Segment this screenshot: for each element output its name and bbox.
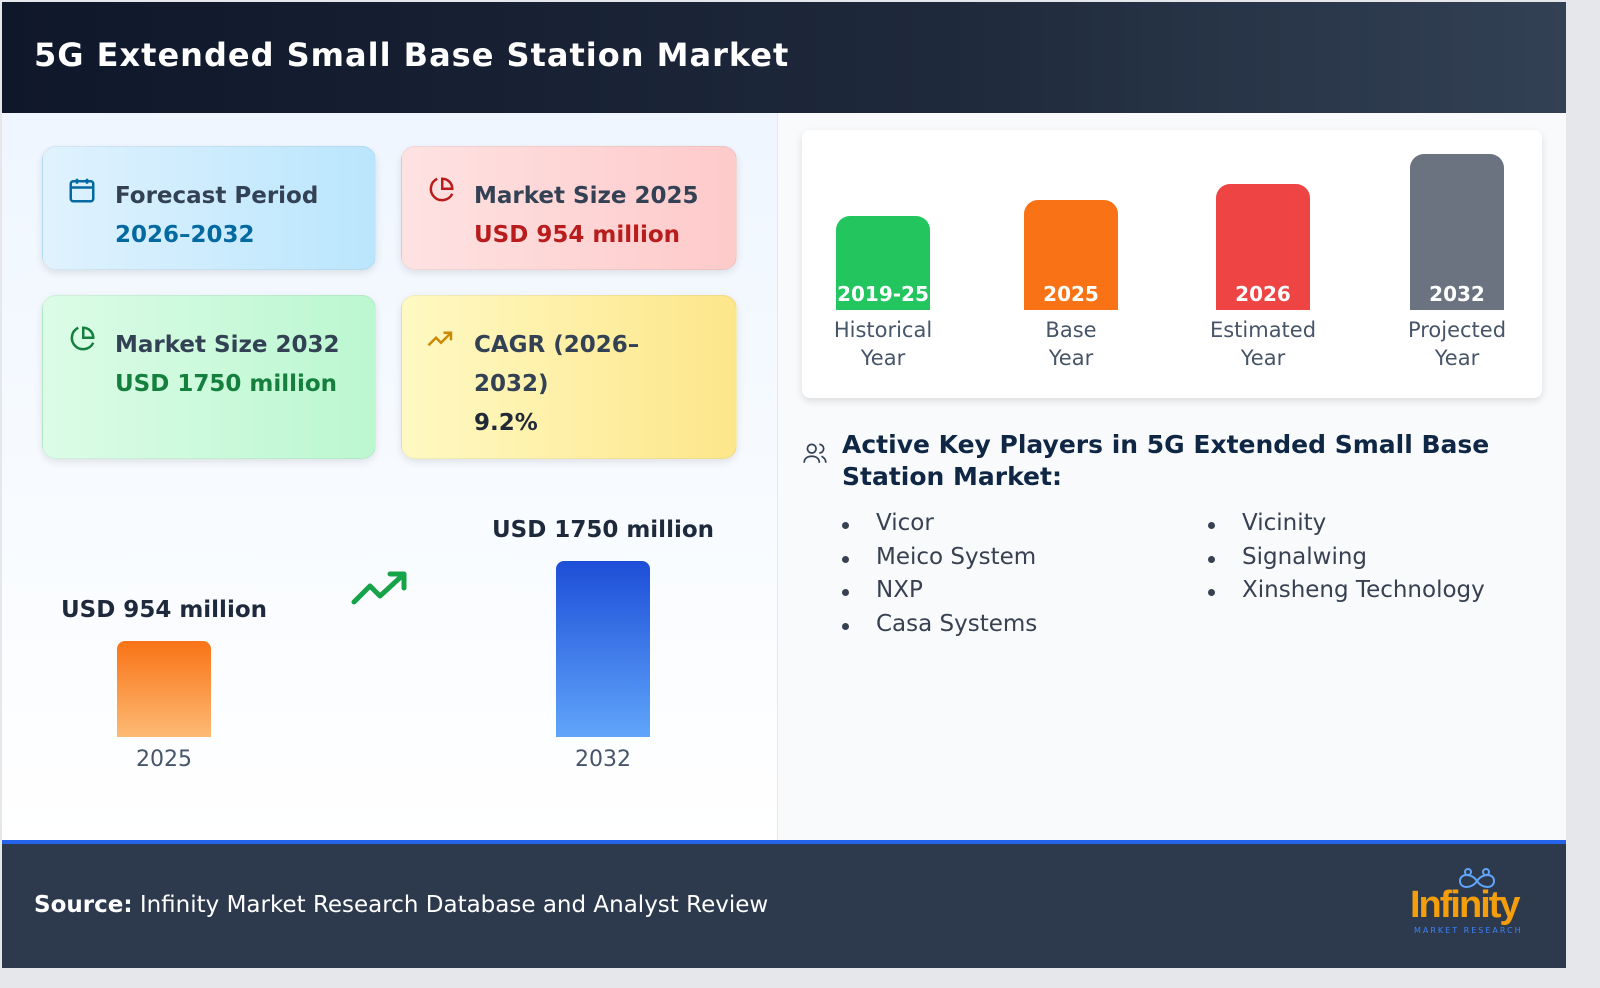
infographic: 5G Extended Small Base Station Market Fo… <box>2 2 1566 968</box>
card-value: 9.2% <box>474 410 538 436</box>
caption-line: Year <box>1048 346 1094 370</box>
infinity-icon <box>1458 868 1496 888</box>
timeline-bar-2025: 2025 <box>1024 200 1118 310</box>
players-list-2: Vicinity Signalwing Xinsheng Technology <box>1208 507 1485 608</box>
pie-chart-icon <box>429 177 454 202</box>
caption-line: Year <box>1240 346 1286 370</box>
logo-tagline: MARKET RESEARCH <box>1414 926 1523 935</box>
source-label: Source: <box>34 892 133 918</box>
players-list-1: Vicor Meico System NXP Casa Systems <box>842 507 1037 641</box>
timeline-caption: Estimated Year <box>1188 316 1338 372</box>
card-label: Market Size 2025 <box>474 183 699 209</box>
trending-up-icon <box>427 331 453 347</box>
list-item: Casa Systems <box>842 608 1037 642</box>
logo-text: Infinity <box>1410 884 1521 926</box>
bar-2025 <box>117 641 211 737</box>
list-item: Xinsheng Technology <box>1208 574 1485 608</box>
list-item: Vicor <box>842 507 1037 541</box>
list-item: Signalwing <box>1208 541 1485 575</box>
market-size-2032-card: Market Size 2032 USD 1750 million <box>42 295 376 459</box>
source-text: Infinity Market Research Database and An… <box>132 892 769 918</box>
caption-line: Estimated <box>1209 318 1317 342</box>
caption-line: Year <box>860 346 906 370</box>
timeline-bar-2019-25: 2019-25 <box>836 216 930 310</box>
right-panel: 2019-25 Historical Year 2025 Base Year 2026 Est… <box>778 113 1566 841</box>
timeline-caption: Projected Year <box>1382 316 1532 372</box>
page-title: 5G Extended Small Base Station Market <box>34 36 790 74</box>
card-label: Market Size 2032 <box>115 332 340 358</box>
tick-label-2025: 2025 <box>136 747 192 772</box>
trending-up-icon <box>351 571 407 605</box>
caption-line: Projected <box>1407 318 1507 342</box>
list-item: Vicinity <box>1208 507 1485 541</box>
list-item: NXP <box>842 574 1037 608</box>
left-panel: Forecast Period 2026–2032 Market Size 202… <box>2 113 777 841</box>
timeline-caption: Base Year <box>996 316 1146 372</box>
caption-line: Historical <box>833 318 933 342</box>
timeline-card: 2019-25 Historical Year 2025 Base Year 2026 Est… <box>802 130 1542 398</box>
market-size-2025-card: Market Size 2025 USD 954 million <box>401 146 737 270</box>
divider <box>777 113 778 841</box>
caption-line: Year <box>1434 346 1480 370</box>
caption-line: Base <box>1045 318 1097 342</box>
footer: Source: Infinity Market Research Databas… <box>2 840 1566 968</box>
timeline-bar-2032: 2032 <box>1410 154 1504 310</box>
header: 5G Extended Small Base Station Market <box>2 2 1566 113</box>
key-players-title: Active Key Players in 5G Extended Small … <box>842 430 1490 491</box>
card-label: CAGR (2026–2032) <box>474 332 640 397</box>
timeline-bar-2026: 2026 <box>1216 184 1310 310</box>
card-value: USD 954 million <box>474 222 681 248</box>
logo: Infinity MARKET RESEARCH <box>1410 868 1540 938</box>
users-icon <box>803 443 827 463</box>
card-label: Forecast Period <box>115 183 319 209</box>
list-item: Meico System <box>842 541 1037 575</box>
card-value: 2026–2032 <box>115 222 255 248</box>
pie-chart-icon <box>70 326 95 351</box>
calendar-icon <box>69 178 95 203</box>
bar-2032 <box>556 561 650 737</box>
data-label-2025: USD 954 million <box>60 597 268 624</box>
data-label-2032: USD 1750 million <box>491 517 715 543</box>
forecast-period-card: Forecast Period 2026–2032 <box>42 146 376 270</box>
cagr-card: CAGR (2026–2032) 9.2% <box>401 295 737 459</box>
timeline-caption: Historical Year <box>808 316 958 372</box>
card-value: USD 1750 million <box>115 371 338 397</box>
tick-label-2032: 2032 <box>575 747 631 772</box>
